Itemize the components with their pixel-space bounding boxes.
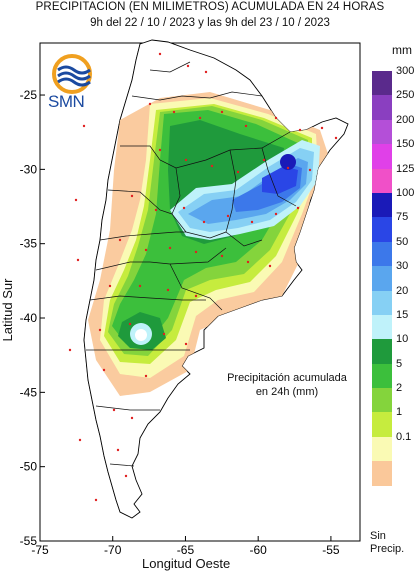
legend-swatch — [372, 363, 392, 389]
legend-swatch — [372, 412, 392, 437]
legend-level: 30 — [372, 260, 420, 291]
legend-level: 50 — [372, 236, 420, 267]
legend-level-label: 75 — [396, 211, 409, 224]
y-tick-label: -45 — [20, 385, 38, 399]
legend-swatch — [372, 461, 392, 486]
legend-swatch — [372, 119, 392, 145]
y-tick-label: -25 — [20, 88, 38, 102]
x-axis-label: Longitud Oeste — [142, 556, 231, 571]
zone-75 — [262, 166, 298, 194]
map-period: 9h del 22 / 10 / 2023 y las 9h del 23 / … — [90, 17, 330, 29]
legend-level-label: 10 — [396, 333, 409, 346]
y-axis: -25 -30 -35 -40 -45 -50 -55 — [20, 88, 45, 548]
smn-logo — [52, 54, 92, 94]
legend-level: 15 — [372, 309, 420, 340]
legend-level: 5 — [372, 358, 420, 389]
province-borders — [86, 61, 297, 467]
legend-swatch — [372, 144, 392, 169]
legend-level — [372, 461, 420, 486]
annotation-line-1: Precipitación acumulada — [227, 372, 347, 384]
legend-level: 200 — [372, 114, 420, 145]
station-markers — [68, 52, 338, 502]
map-title: PRECIPITACION (EN MILIMETROS) ACUMULADA … — [35, 1, 385, 13]
legend-level: 10 — [372, 333, 420, 364]
legend-swatch — [372, 436, 392, 462]
legend-level-label: 125 — [396, 162, 415, 175]
x-tick-label: -75 — [31, 543, 49, 557]
legend-swatch — [372, 241, 392, 267]
legend-level-label: 250 — [396, 89, 415, 102]
legend-level: 1 — [372, 406, 420, 437]
legend-level: 0.1 — [372, 431, 420, 462]
x-tick-label: -60 — [250, 543, 268, 557]
legend-level: 100 — [372, 187, 420, 218]
legend-swatch — [372, 290, 392, 315]
logo-text: SMN — [48, 92, 85, 111]
x-axis: -75 -70 -65 -60 -55 — [31, 536, 340, 557]
legend-no-precip-label: Sin Precip. — [370, 530, 418, 556]
y-axis-label: Latitud Sur — [0, 278, 15, 342]
legend-level: 250 — [372, 89, 420, 120]
legend-level-label: 300 — [396, 65, 415, 77]
legend-level: 20 — [372, 285, 420, 315]
legend-level: 75 — [372, 211, 420, 242]
logo-wave-2 — [57, 71, 91, 81]
map-annotation: Precipitación acumulada en 24h (mm) — [212, 371, 362, 399]
no-precip-line-1: Sin — [370, 530, 386, 542]
legend-level: 300 — [372, 65, 420, 96]
logo-sun-ring — [52, 54, 92, 94]
legend-level: 125 — [372, 163, 420, 193]
legend-level-label: 150 — [396, 138, 415, 151]
legend-swatch — [372, 192, 392, 218]
legend-level: 150 — [372, 138, 420, 169]
x-tick-label: -70 — [104, 543, 122, 557]
y-tick-label: -50 — [20, 460, 38, 474]
y-tick-label: -55 — [20, 534, 38, 548]
y-tick-label: -35 — [20, 237, 38, 251]
legend-level-label: 5 — [396, 357, 403, 370]
legend-level-label: 20 — [396, 284, 409, 297]
zone-100-core — [280, 154, 296, 170]
legend-level-label: 15 — [396, 308, 409, 321]
legend-unit: mm — [392, 43, 412, 57]
x-tick-label: -65 — [177, 543, 195, 557]
legend-swatch — [372, 339, 392, 364]
x-tick-label: -55 — [322, 543, 340, 557]
legend-level-label: 0.1 — [396, 430, 412, 443]
legend-level-label: 2 — [396, 382, 403, 395]
legend-level-label: 1 — [396, 406, 403, 419]
legend-swatch — [372, 266, 392, 291]
legend-level: 2 — [372, 382, 420, 413]
legend-swatch — [372, 95, 392, 120]
legend-level-label: 30 — [396, 260, 409, 273]
color-legend: 300 250 200 150 125 100 75 50 30 20 15 10 5 2 1 0.1 — [372, 65, 420, 486]
legend-swatch — [372, 217, 392, 242]
legend-level-label: 200 — [396, 113, 415, 126]
legend-level-label: 50 — [396, 235, 409, 248]
logo-wave-1 — [57, 65, 91, 75]
zone-20-south-core — [135, 329, 147, 341]
legend-level-label: 100 — [396, 186, 415, 199]
y-tick-label: -30 — [20, 162, 38, 176]
legend-swatch — [372, 71, 392, 96]
legend-swatch — [372, 314, 392, 340]
annotation-line-2: en 24h (mm) — [255, 386, 319, 398]
legend-swatch — [372, 388, 392, 413]
no-precip-line-2: Precip. — [370, 543, 405, 555]
y-tick-label: -40 — [20, 311, 38, 325]
logo-wave-3 — [57, 77, 91, 87]
legend-swatch — [372, 168, 392, 193]
